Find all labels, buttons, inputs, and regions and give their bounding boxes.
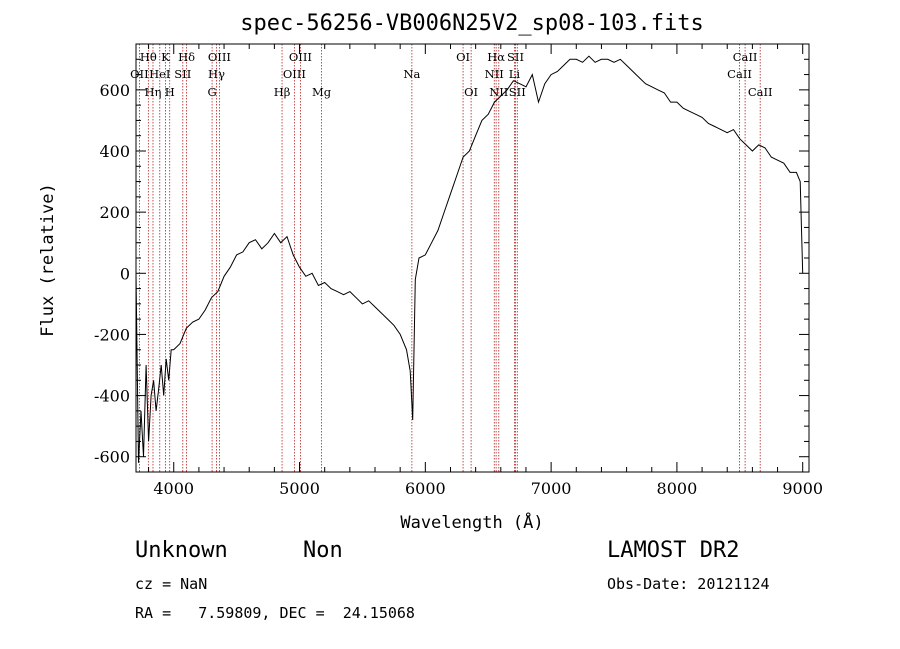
- emission-line-label: OIII: [283, 67, 306, 81]
- emission-line-label: Hγ: [208, 67, 225, 81]
- emission-line-label: Hα: [487, 50, 505, 64]
- cz-label: cz = NaN: [135, 575, 208, 593]
- emission-line-label: CaII: [727, 67, 752, 81]
- chart-title: spec-56256-VB006N25V2_sp08-103.fits: [240, 11, 704, 36]
- emission-line-label: Na: [403, 67, 420, 81]
- emission-line-label: OIII: [208, 50, 231, 64]
- emission-line-label: Hθ: [140, 50, 157, 64]
- y-tick-label: -400: [94, 387, 130, 406]
- emission-line-label: CaII: [748, 85, 773, 99]
- obs-date-label: Obs-Date: 20121124: [607, 575, 770, 593]
- emission-line-label: Hβ: [274, 85, 291, 99]
- spectrum-series-line: [135, 55, 804, 463]
- x-tick-label: 4000: [153, 479, 194, 498]
- x-tick-label: 7000: [531, 479, 572, 498]
- emission-line-label: Hδ: [178, 50, 195, 64]
- emission-line-labels: Hθ OII Hη K HeI SII H Hδ OIII Hγ G Hβ OIII OIII Mg Na OI…: [130, 50, 772, 99]
- emission-line-label: Mg: [312, 85, 332, 99]
- emission-line-label: K: [161, 50, 170, 64]
- x-tick-label: 6000: [405, 479, 446, 498]
- axis-ticks: 4000 5000 6000 7000 8000 9000 -600 -400 -200 0 200…: [94, 43, 823, 498]
- emission-line-label: CaII: [733, 50, 758, 64]
- y-tick-label: -200: [94, 325, 130, 344]
- y-tick-label: 400: [99, 142, 130, 161]
- y-tick-label: -600: [94, 448, 130, 467]
- subclass-label: Non: [303, 538, 343, 563]
- y-tick-label: 0: [120, 264, 130, 283]
- emission-line-label: SII: [174, 67, 191, 81]
- emission-line-label: NII: [489, 85, 508, 99]
- survey-label: LAMOST DR2: [607, 538, 740, 563]
- emission-line-label: NII: [485, 67, 504, 81]
- x-tick-label: 5000: [279, 479, 320, 498]
- y-tick-label: 600: [99, 81, 130, 100]
- emission-line-label: Hη: [145, 85, 162, 99]
- plot-frame: [135, 43, 810, 473]
- y-axis-label: Flux (relative): [38, 183, 58, 337]
- radec-label: RA = 7.59809, DEC = 24.15068: [135, 604, 415, 622]
- x-tick-label: 8000: [657, 479, 698, 498]
- emission-line-label: H: [165, 85, 175, 99]
- class-label: Unknown: [135, 538, 228, 563]
- emission-line-label: G: [208, 85, 217, 99]
- x-tick-label: 9000: [782, 479, 823, 498]
- emission-line-label: OI: [456, 50, 470, 64]
- emission-line-label: Li: [509, 67, 521, 81]
- emission-lines-layer: [138, 44, 761, 472]
- emission-line-label: OI: [464, 85, 478, 99]
- emission-line-label: HeI: [149, 67, 170, 81]
- emission-line-label: SII: [507, 50, 524, 64]
- emission-line-label: OII: [130, 67, 149, 81]
- x-axis-label: Wavelength (Å): [400, 511, 543, 533]
- y-tick-label: 200: [99, 203, 130, 222]
- emission-line-label: OIII: [289, 50, 312, 64]
- emission-line-label: SII: [509, 85, 526, 99]
